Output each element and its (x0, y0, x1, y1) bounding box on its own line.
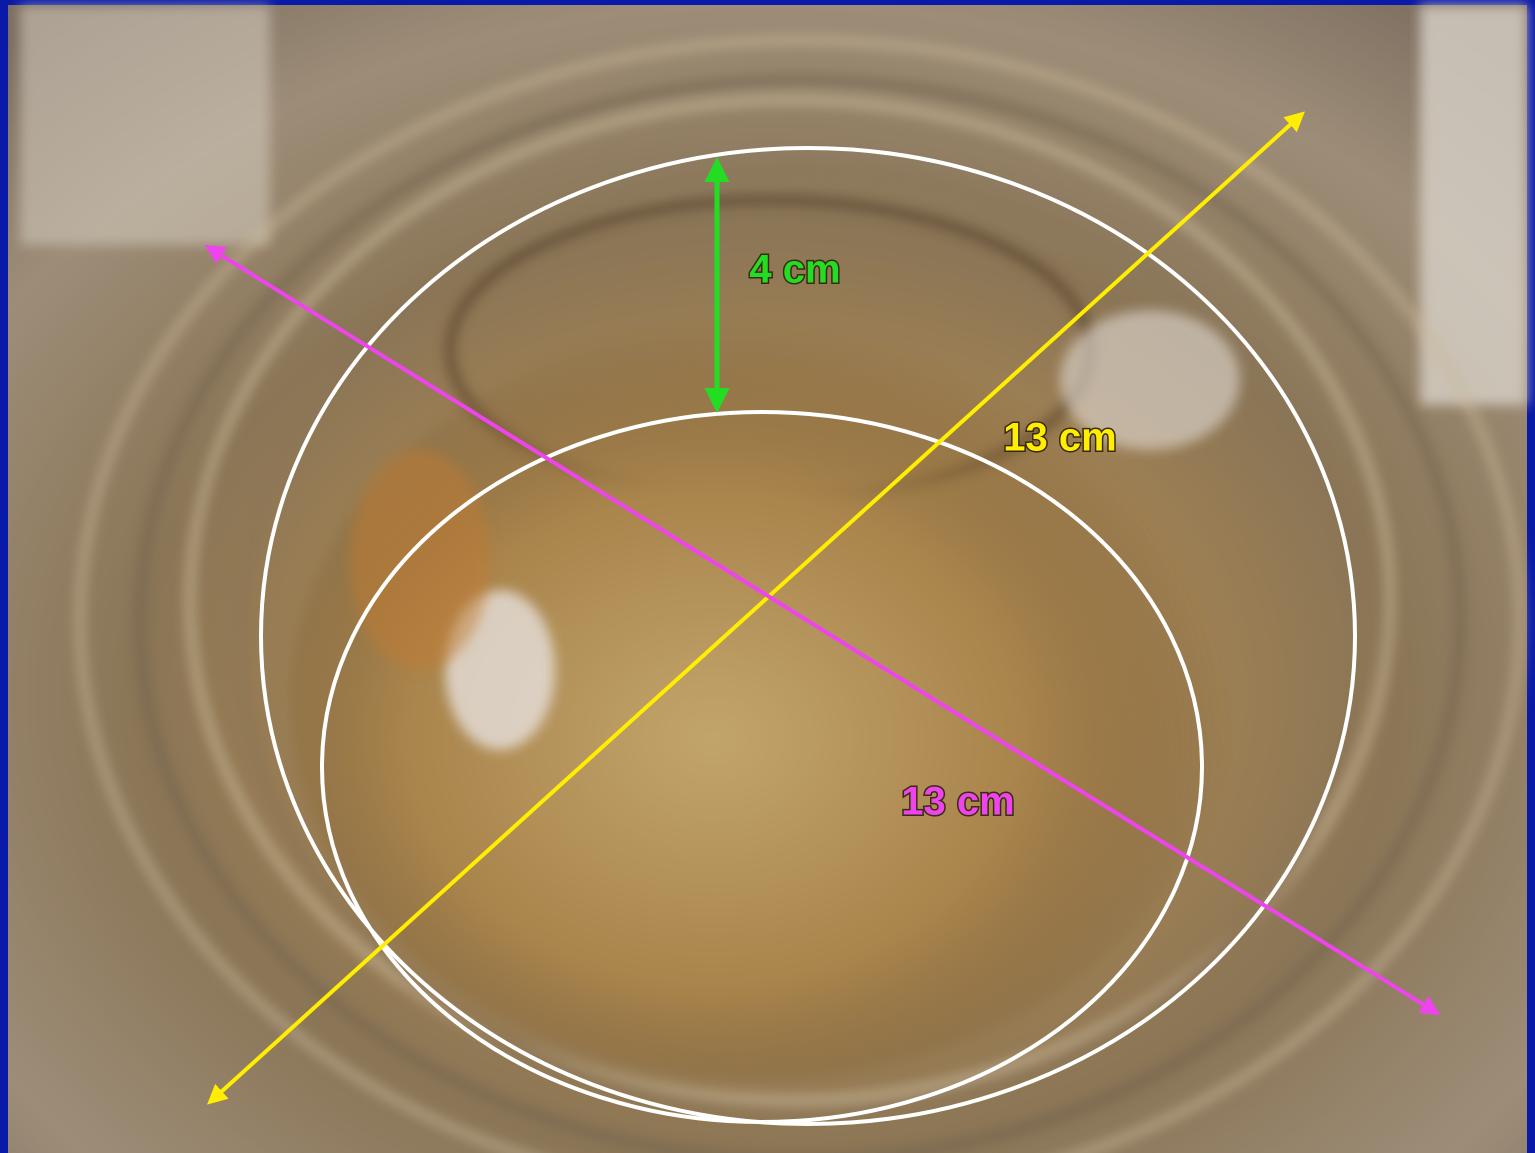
annotated-nest-photo: 4 cm 13 cm 13 cm (0, 0, 1535, 1153)
yellow-label: 13 cm (1003, 416, 1116, 460)
photo (8, 5, 1527, 1153)
depth-label: 4 cm (749, 248, 840, 292)
magenta-label: 13 cm (901, 780, 1014, 824)
